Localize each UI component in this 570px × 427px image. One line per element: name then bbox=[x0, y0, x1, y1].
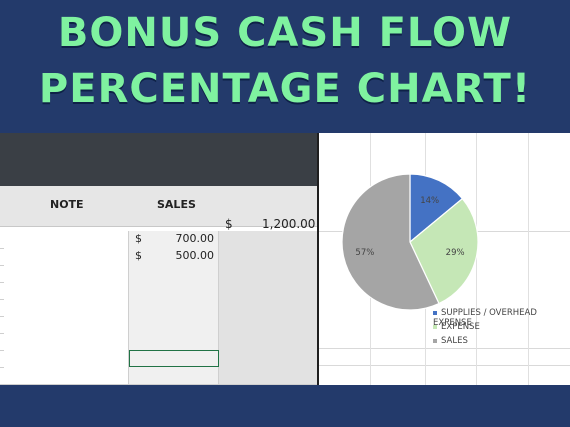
legend-swatch bbox=[433, 310, 437, 315]
note-cell[interactable] bbox=[4, 265, 129, 282]
spreadsheet-area: NOTE SALES $ 1,200.00 $ 700.00 $ 500.00 … bbox=[0, 133, 570, 385]
legend-item-supplies: SUPPLIES / OVERHEAD EXPENSE bbox=[433, 308, 570, 328]
table-row bbox=[0, 316, 318, 334]
pie-chart-svg: 14% 29% 57% bbox=[341, 173, 479, 311]
pane-divider bbox=[317, 133, 319, 385]
sales-cell[interactable] bbox=[129, 265, 219, 282]
note-cell[interactable] bbox=[4, 316, 129, 333]
note-cell[interactable] bbox=[4, 282, 129, 299]
pie-chart[interactable]: 14% 29% 57% bbox=[319, 133, 570, 385]
note-cell[interactable] bbox=[4, 299, 129, 316]
note-column-header: NOTE bbox=[50, 198, 84, 211]
table-row bbox=[0, 333, 318, 351]
legend-label: EXPENSE bbox=[441, 322, 480, 332]
banner-title-line-1: BONUS CASH FLOW bbox=[57, 10, 513, 56]
selected-sales-cell[interactable] bbox=[129, 350, 219, 367]
table-row bbox=[0, 367, 318, 385]
table-row bbox=[0, 350, 318, 368]
legend-item-expense: EXPENSE bbox=[433, 322, 480, 332]
legend-swatch bbox=[433, 338, 437, 343]
currency-symbol: $ bbox=[135, 249, 142, 262]
legend-label: SALES bbox=[441, 336, 468, 346]
sales-cell[interactable]: $ 700.00 bbox=[129, 231, 219, 248]
sales-amount: 500.00 bbox=[175, 249, 215, 262]
note-cell[interactable] bbox=[4, 350, 129, 367]
sales-cell[interactable] bbox=[129, 282, 219, 299]
pie-slice-data-label: 29% bbox=[446, 248, 465, 258]
sales-cell[interactable] bbox=[129, 299, 219, 316]
sales-column-header: SALES bbox=[157, 198, 196, 211]
total-currency-symbol: $ bbox=[225, 217, 233, 231]
table-row bbox=[0, 265, 318, 283]
note-cell[interactable] bbox=[4, 248, 129, 265]
legend-item-sales: SALES bbox=[433, 336, 468, 346]
currency-symbol: $ bbox=[135, 232, 142, 245]
sheet-dark-header-band bbox=[0, 133, 318, 186]
table-row bbox=[0, 282, 318, 300]
banner-title-line-2: PERCENTAGE CHART! bbox=[38, 66, 532, 112]
total-sales-value[interactable]: 1,200.00 bbox=[262, 217, 316, 231]
pie-slice-data-label: 14% bbox=[420, 196, 439, 206]
sales-cell[interactable] bbox=[129, 367, 219, 384]
sales-amount: 700.00 bbox=[175, 232, 215, 245]
pie-slice-data-label: 57% bbox=[355, 248, 374, 258]
table-row: $ 700.00 bbox=[0, 231, 318, 249]
footer-band bbox=[0, 385, 570, 427]
column-header-row: NOTE SALES bbox=[0, 186, 318, 227]
legend-label: SUPPLIES / OVERHEAD EXPENSE bbox=[433, 308, 537, 328]
pie-slice[interactable] bbox=[341, 173, 440, 311]
sales-cell[interactable]: $ 500.00 bbox=[129, 248, 219, 265]
pie-slice[interactable] bbox=[409, 173, 464, 244]
legend-swatch bbox=[433, 324, 437, 329]
table-row: $ 500.00 bbox=[0, 248, 318, 266]
note-cell[interactable] bbox=[4, 333, 129, 350]
note-cell[interactable] bbox=[4, 367, 129, 384]
sales-cell[interactable] bbox=[129, 333, 219, 350]
sales-cell[interactable] bbox=[129, 316, 219, 333]
table-row bbox=[0, 299, 318, 317]
note-cell[interactable] bbox=[4, 231, 129, 248]
